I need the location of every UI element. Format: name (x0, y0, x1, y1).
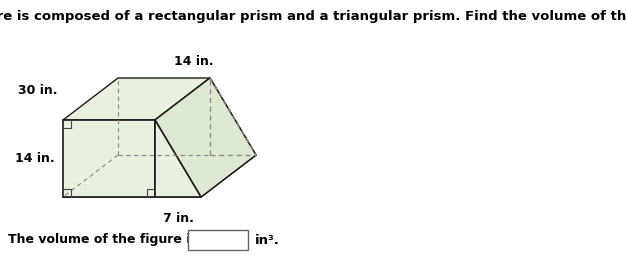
Text: in³.: in³. (255, 234, 280, 247)
Polygon shape (63, 120, 155, 197)
Polygon shape (155, 78, 256, 197)
Text: 7 in.: 7 in. (162, 212, 194, 225)
Text: The figure is composed of a rectangular prism and a triangular prism. Find the v: The figure is composed of a rectangular … (0, 10, 627, 23)
Polygon shape (63, 78, 210, 120)
Text: The volume of the figure is: The volume of the figure is (8, 234, 198, 247)
Polygon shape (63, 155, 210, 197)
Polygon shape (155, 155, 256, 197)
Polygon shape (155, 120, 201, 197)
Bar (188, 230, 248, 250)
Polygon shape (155, 78, 256, 197)
Text: 30 in.: 30 in. (19, 85, 58, 97)
Polygon shape (155, 78, 210, 197)
Text: 14 in.: 14 in. (16, 152, 55, 165)
Text: 14 in.: 14 in. (174, 55, 214, 68)
